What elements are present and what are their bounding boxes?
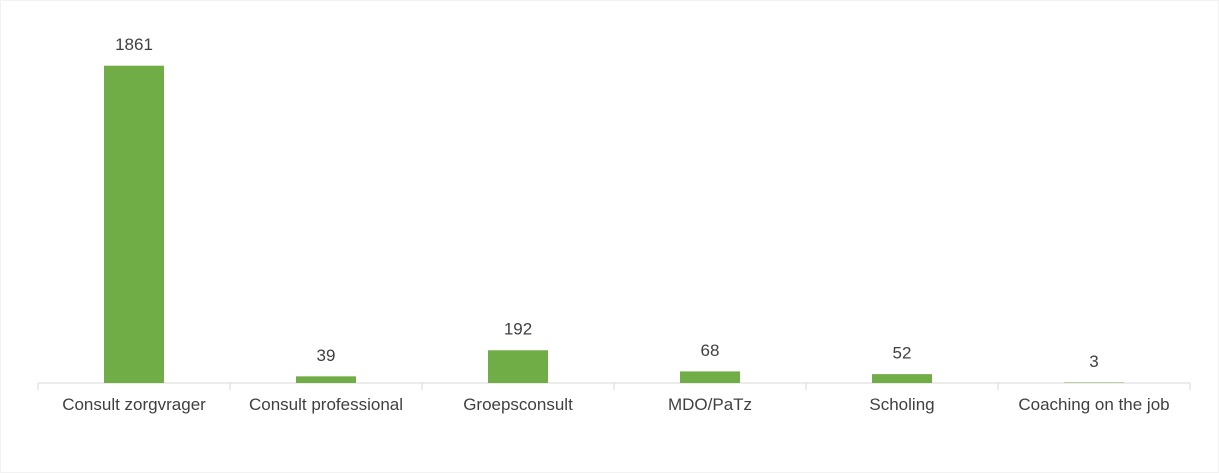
x-tick-label: Groepsconsult xyxy=(463,395,573,414)
data-label: 1861 xyxy=(115,35,153,54)
x-tick-label: MDO/PaTz xyxy=(667,395,753,414)
bar xyxy=(680,371,740,383)
x-tick-label: Consult professional xyxy=(248,395,404,414)
x-tick-label: Scholing xyxy=(869,395,935,414)
x-tick-label: Coaching on the job xyxy=(1018,395,1170,414)
data-label: 68 xyxy=(701,341,720,360)
x-tick-label: Consult zorgvrager xyxy=(62,395,206,414)
data-label: 52 xyxy=(893,344,912,363)
data-label: 3 xyxy=(1089,352,1098,371)
bar xyxy=(104,65,164,384)
data-label: 39 xyxy=(317,346,336,365)
bar xyxy=(872,374,932,383)
bar xyxy=(488,350,548,383)
bar xyxy=(296,376,356,383)
data-label: 192 xyxy=(504,320,532,339)
bar xyxy=(1064,382,1124,383)
